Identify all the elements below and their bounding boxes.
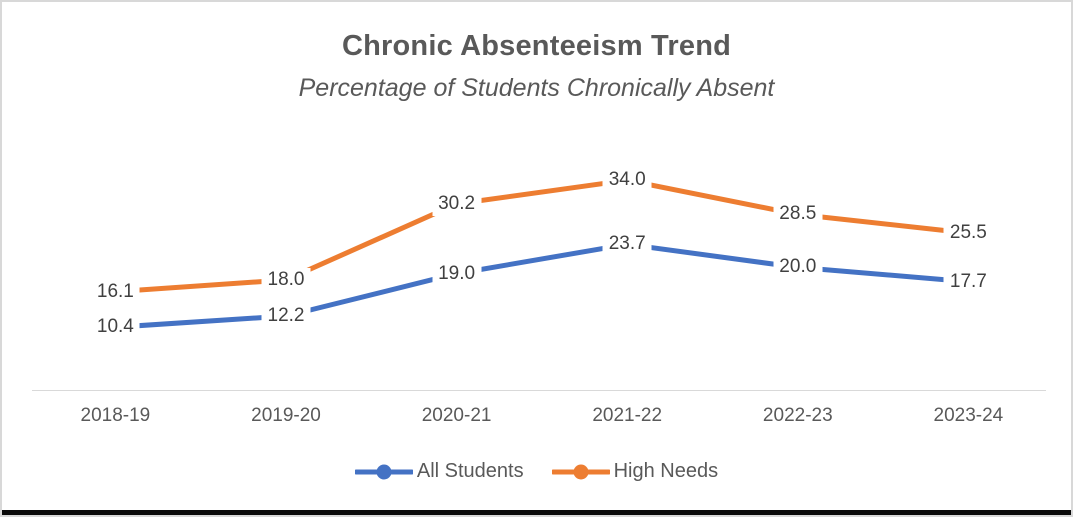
legend-label-1: High Needs: [613, 460, 719, 482]
series-line-1: [112, 177, 971, 295]
x-axis-label-2: 2020-21: [421, 405, 492, 426]
x-axis-label-3: 2021-22: [592, 405, 663, 426]
legend-line-marker-icon: [354, 464, 413, 479]
legend: All Students High Needs: [2, 460, 1071, 483]
chart-subtitle: Percentage of Students Chronically Absen…: [298, 74, 775, 102]
data-label-0-0: 10.4: [90, 315, 140, 340]
data-label-0-2: 19.0: [432, 261, 482, 286]
series-line-0: [112, 241, 971, 330]
legend-item-0: All Students: [354, 460, 524, 483]
data-label-1-4: 28.5: [773, 202, 823, 227]
chart-title: Chronic Absenteeism Trend: [341, 30, 732, 62]
data-label-1-3: 34.0: [602, 168, 652, 193]
data-label-0-4: 20.0: [773, 255, 823, 280]
data-label-0-1: 12.2: [261, 303, 311, 328]
legend-label-0: All Students: [416, 460, 524, 482]
data-label-1-2: 30.2: [432, 191, 482, 216]
data-label-1-5: 25.5: [943, 221, 993, 246]
bottom-black-bar: [2, 510, 1071, 515]
data-label-1-0: 16.1: [90, 279, 140, 304]
data-label-0-5: 17.7: [943, 269, 993, 294]
x-axis-label-1: 2019-20: [251, 405, 321, 426]
data-label-1-1: 18.0: [261, 267, 311, 292]
data-label-0-3: 23.7: [602, 232, 652, 257]
x-axis-label-0: 2018-19: [80, 405, 151, 426]
x-axis-label-5: 2023-24: [933, 405, 1004, 426]
legend-item-1: High Needs: [551, 460, 719, 483]
legend-line-marker-icon: [551, 464, 610, 479]
x-axis-label-4: 2022-23: [762, 405, 833, 426]
x-axis-line: [32, 390, 1046, 391]
